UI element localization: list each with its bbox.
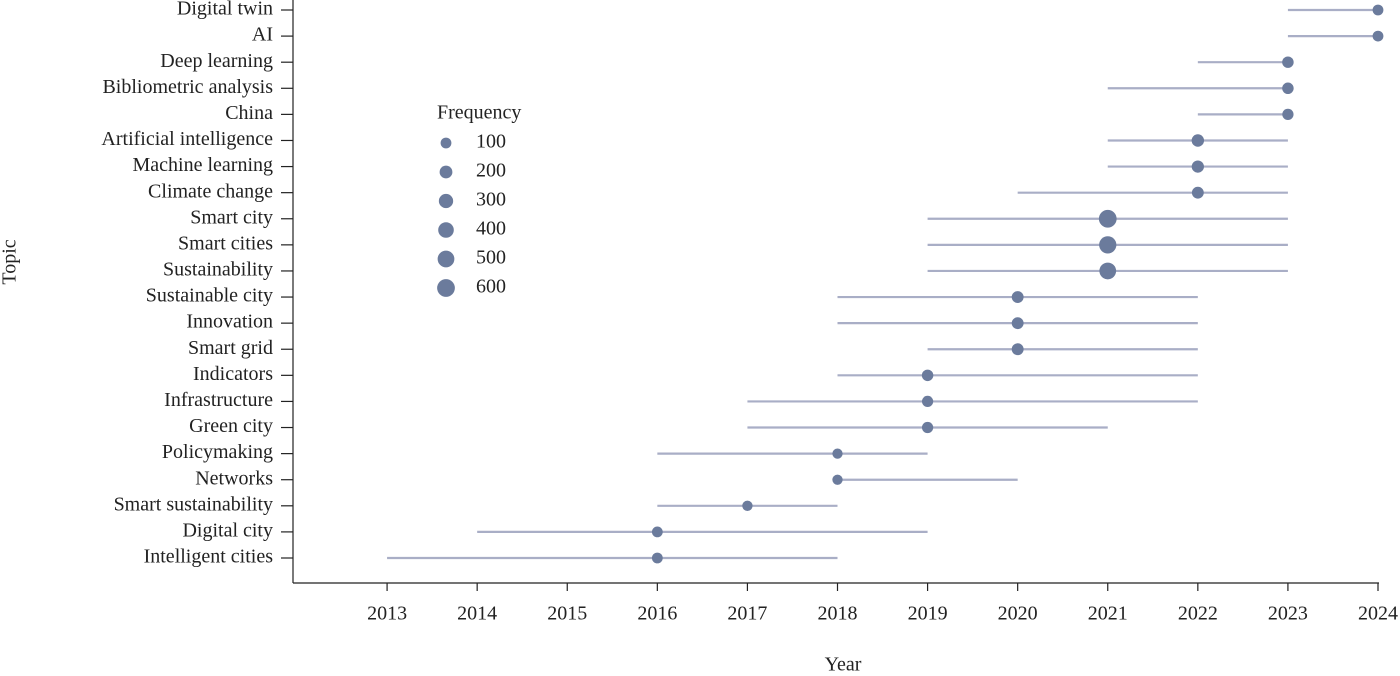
y-tick-label: Policymaking <box>162 441 273 463</box>
x-tick-label: 2016 <box>637 603 677 625</box>
y-tick-label: Innovation <box>186 311 273 333</box>
y-tick-label: China <box>225 102 273 124</box>
median-point <box>1191 134 1205 147</box>
median-point <box>1011 343 1024 356</box>
x-tick-label: 2021 <box>1088 603 1128 625</box>
x-tick-label: 2023 <box>1268 603 1308 625</box>
x-tick-label: 2013 <box>367 603 407 625</box>
legend-label: 100 <box>476 131 506 153</box>
median-point <box>1372 4 1384 16</box>
y-tick-label: AI <box>252 24 273 46</box>
median-point <box>651 526 663 538</box>
y-tick-label: Green city <box>189 415 273 437</box>
y-tick-label: Indicators <box>193 363 273 385</box>
median-point <box>742 500 753 511</box>
y-axis-label: Topic <box>0 239 21 284</box>
median-point <box>1191 186 1204 199</box>
legend-marker <box>438 193 454 209</box>
y-tick-label: Sustainable city <box>146 285 273 307</box>
x-tick-label: 2019 <box>908 603 948 625</box>
legend-marker <box>438 222 454 238</box>
y-tick-label: Bibliometric analysis <box>102 76 273 98</box>
legend-marker <box>437 279 455 297</box>
x-tick-label: 2024 <box>1358 603 1398 625</box>
y-tick-label: Smart cities <box>178 232 273 254</box>
y-tick-label: Smart sustainability <box>114 493 273 515</box>
legend-label: 200 <box>476 160 506 182</box>
median-point <box>1282 56 1294 68</box>
legend-label: 300 <box>476 189 506 211</box>
x-tick-label: 2015 <box>547 603 587 625</box>
median-point <box>1282 82 1294 95</box>
y-tick-label: Deep learning <box>160 50 273 72</box>
median-point <box>1099 262 1117 280</box>
legend-marker <box>439 165 453 179</box>
x-tick-label: 2020 <box>998 603 1038 625</box>
x-tick-label: 2018 <box>818 603 858 625</box>
legend-label: 600 <box>476 276 506 298</box>
legend-marker <box>440 137 452 149</box>
y-tick-label: Climate change <box>148 180 273 202</box>
x-tick-label: 2022 <box>1178 603 1218 625</box>
median-point <box>1098 209 1117 228</box>
median-point <box>1011 291 1024 303</box>
median-point <box>1372 30 1384 42</box>
y-tick-label: Sustainability <box>163 259 273 281</box>
y-tick-label: Digital twin <box>177 0 273 20</box>
median-point <box>921 369 934 382</box>
y-tick-label: Networks <box>195 467 273 489</box>
legend-title: Frequency <box>437 102 521 124</box>
y-tick-label: Smart city <box>190 206 273 228</box>
median-point <box>1191 160 1204 173</box>
y-tick-label: Smart grid <box>188 337 273 359</box>
median-point <box>832 448 843 459</box>
y-tick-label: Artificial intelligence <box>101 128 273 150</box>
x-tick-label: 2014 <box>457 603 497 625</box>
legend-marker <box>437 250 455 268</box>
median-point <box>921 395 934 408</box>
median-point <box>832 474 843 485</box>
median-point <box>1011 317 1024 330</box>
median-point <box>921 421 934 434</box>
median-point <box>651 552 663 564</box>
y-tick-label: Digital city <box>182 519 273 541</box>
legend-label: 400 <box>476 218 506 240</box>
x-tick-label: 2017 <box>727 603 767 625</box>
x-axis-label: Year <box>825 654 862 676</box>
legend-label: 500 <box>476 247 506 269</box>
median-point <box>1282 108 1294 121</box>
y-tick-label: Intelligent cities <box>144 546 274 568</box>
y-tick-label: Machine learning <box>133 154 274 176</box>
y-tick-label: Infrastructure <box>164 389 273 411</box>
median-point <box>1099 236 1117 254</box>
